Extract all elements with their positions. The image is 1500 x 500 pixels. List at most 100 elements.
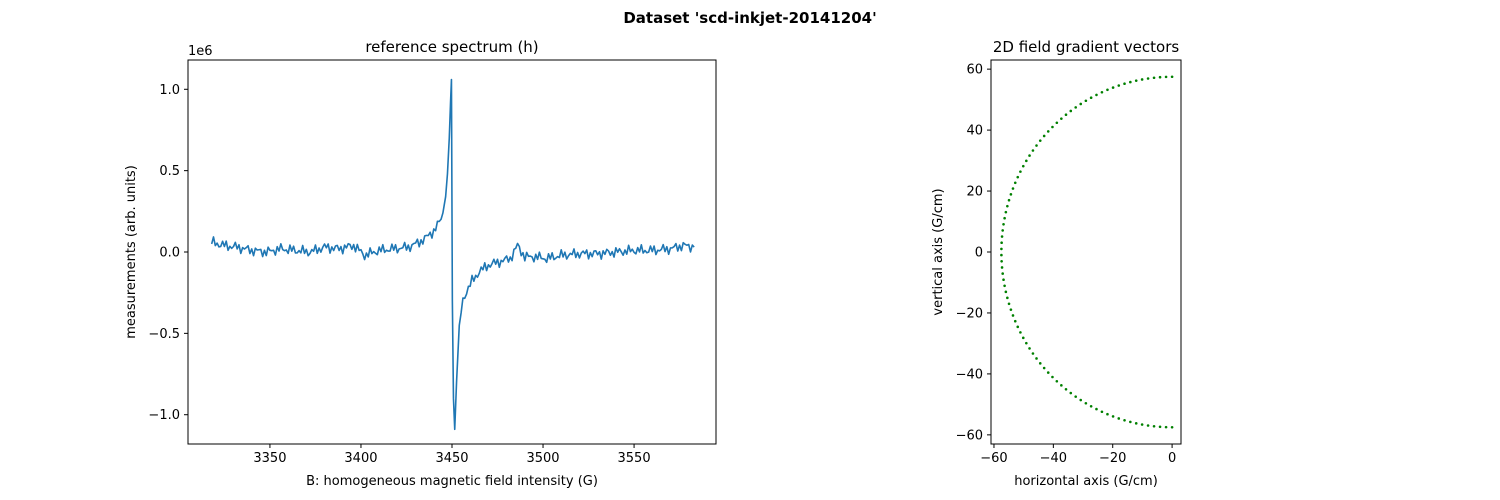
gradient-point: [1100, 410, 1104, 414]
gradient-point: [1006, 204, 1009, 208]
gradient-point: [1025, 159, 1028, 163]
gradient-point: [1158, 425, 1162, 429]
gradient-point: [1004, 290, 1008, 294]
gradient-point: [1158, 75, 1162, 79]
spectrum-plot-area: [210, 78, 695, 431]
gradient-point: [1007, 302, 1011, 306]
gradient-point: [1035, 357, 1038, 360]
gradient-point: [1016, 175, 1020, 179]
gradient-point: [1146, 424, 1150, 427]
gradient-point: [1004, 210, 1008, 214]
gradient-point: [1035, 144, 1038, 147]
gradient-point: [1028, 347, 1031, 350]
gradient-point: [1051, 125, 1054, 129]
gradient-point: [1011, 314, 1015, 317]
gradient-point: [1025, 341, 1028, 345]
gradient-point: [1084, 99, 1088, 103]
gradient-point: [1055, 379, 1059, 383]
gradient-title: 2D field gradient vectors: [993, 38, 1180, 56]
gradient-point: [1000, 235, 1004, 238]
y-tick-label: 1.0: [159, 83, 180, 98]
y-tick-label: 0.5: [159, 164, 180, 179]
spectrum-x-label: B: homogeneous magnetic field intensity …: [306, 474, 598, 489]
gradient-point: [1016, 325, 1020, 329]
spectrum-chart: reference spectrum (h) 1e6 3350 3400 3450 3…: [124, 38, 717, 489]
spectrum-y-ticks: −1.0 −0.5 0.0 0.5 1.0: [148, 83, 188, 423]
gradient-point: [1117, 84, 1121, 87]
x-tick-label: 3350: [253, 451, 286, 466]
gradient-point: [1140, 423, 1144, 426]
gradient-point: [1117, 417, 1121, 420]
gradient-point: [1152, 76, 1156, 80]
y-tick-label: −60: [956, 428, 983, 443]
gradient-point: [1152, 424, 1156, 428]
gradient-point: [1019, 331, 1022, 334]
x-tick-label: −60: [980, 451, 1007, 466]
gradient-point: [1051, 375, 1054, 379]
gradient-point: [1146, 77, 1150, 80]
gradient-point: [1046, 130, 1050, 133]
y-tick-label: 40: [966, 124, 983, 139]
gradient-point: [1013, 181, 1017, 185]
gradient-point: [1000, 253, 1003, 257]
gradient-x-ticks: −60 −40 −20 0: [980, 444, 1176, 466]
gradient-point: [1129, 420, 1132, 424]
y-tick-label: −40: [956, 367, 983, 382]
gradient-point: [1074, 106, 1077, 109]
gradient-x-label: horizontal axis (G/cm): [1014, 474, 1158, 489]
y-tick-label: 0.0: [159, 246, 180, 261]
x-tick-label: 3500: [526, 451, 559, 466]
gradient-point: [1046, 371, 1050, 374]
gradient-point: [1134, 422, 1138, 425]
gradient-point: [1060, 384, 1063, 387]
spectrum-series-line: [210, 78, 695, 431]
gradient-point: [1038, 362, 1042, 365]
gradient-point: [1164, 75, 1168, 79]
gradient-point: [1069, 109, 1073, 113]
gradient-point: [1019, 170, 1022, 173]
gradient-point: [1064, 113, 1068, 117]
gradient-plot-area: [1000, 75, 1174, 429]
gradient-point: [1000, 259, 1003, 263]
y-tick-label: −20: [956, 306, 983, 321]
y-tick-label: −0.5: [148, 327, 180, 342]
gradient-point: [1000, 266, 1004, 269]
gradient-point: [1095, 93, 1098, 97]
gradient-point: [1001, 272, 1004, 275]
gradient-point: [1031, 149, 1035, 152]
gradient-y-ticks: −60 −40 −20 0 20 40 60: [956, 63, 991, 443]
gradient-point: [1084, 401, 1088, 405]
gradient-point: [1009, 193, 1013, 196]
gradient-point: [1006, 296, 1009, 300]
gradient-point: [1042, 134, 1046, 138]
gradient-point: [1003, 284, 1006, 288]
gradient-point: [1095, 407, 1098, 411]
gradient-point: [1123, 82, 1126, 85]
x-tick-label: 3550: [618, 451, 651, 466]
x-tick-label: −20: [1099, 451, 1126, 466]
y-tick-label: 20: [966, 185, 983, 200]
gradient-point: [1000, 247, 1003, 251]
gradient-point: [1001, 229, 1004, 232]
gradient-point: [1021, 164, 1025, 168]
gradient-point: [1089, 96, 1093, 100]
spectrum-title: reference spectrum (h): [365, 38, 538, 56]
gradient-point: [1123, 419, 1126, 422]
gradient-point: [1064, 387, 1068, 391]
gradient-point: [1106, 88, 1109, 92]
gradient-y-label: vertical axis (G/cm): [931, 188, 946, 315]
gradient-point: [1164, 425, 1168, 429]
gradient-point: [1031, 352, 1035, 355]
figure-suptitle: Dataset 'scd-inkjet-20141204': [623, 9, 876, 27]
x-tick-label: 3400: [344, 451, 377, 466]
gradient-point: [1079, 398, 1083, 402]
gradient-axes-frame: [990, 59, 1182, 445]
gradient-point: [1038, 139, 1042, 142]
gradient-point: [1106, 412, 1109, 416]
gradient-point: [1111, 86, 1115, 89]
spectrum-x-ticks: 3350 3400 3450 3500 3550: [253, 444, 651, 466]
gradient-point: [1069, 391, 1073, 395]
spectrum-y-label: measurements (arb. units): [124, 165, 139, 339]
gradient-point: [1111, 415, 1115, 418]
